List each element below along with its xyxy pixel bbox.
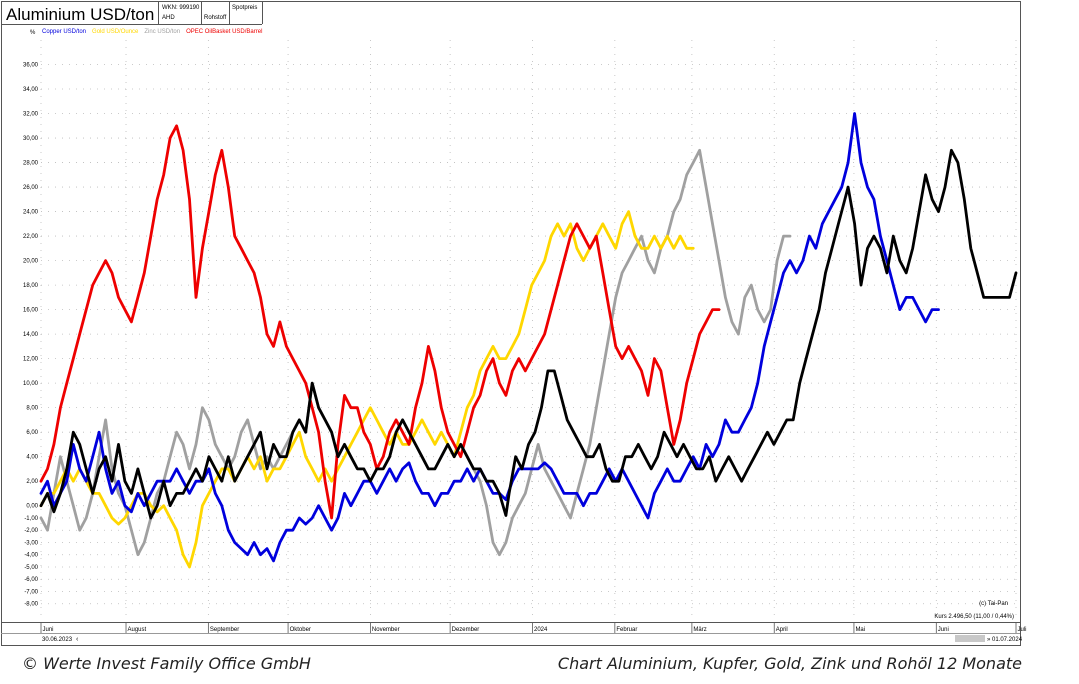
y-tick-label: -6,00 [24,577,38,583]
legend-entry: OPEC OilBasket USD/Barrel [186,29,262,35]
series-line-copper-usd-ton [39,112,940,563]
y-tick-label: 32,00 [23,112,39,118]
y-tick-label: 36,00 [23,63,39,69]
y-tick-label: 28,00 [23,161,39,167]
y-tick-label: 4,00 [26,455,38,461]
y-tick-label: -4,00 [24,553,38,559]
y-tick-label: 2,00 [26,479,38,485]
x-tick-label: September [210,627,239,633]
chart-title: Aluminium USD/ton [6,5,154,24]
symbol-label: AHD [162,15,175,21]
y-tick-label: 18,00 [23,283,39,289]
y-tick-label: 26,00 [23,185,39,191]
series-group [39,112,1018,569]
wkn-label: WKN: 999190 [162,5,200,11]
legend: Copper USD/ton Gold USD/Ounce Zinc USD/ton… [42,29,262,35]
y-tick-label: -7,00 [24,589,38,595]
date-start-label: 30.06.2023 [42,637,73,643]
scroll-left-arrow[interactable]: ‹ [76,636,79,643]
y-tick-label: 30,00 [23,136,39,142]
x-tick-label: Mai [855,627,865,633]
y-tick-label: 16,00 [23,308,39,314]
y-tick-label: 10,00 [23,381,39,387]
y-tick-label: -3,00 [24,540,38,546]
x-tick-label: Dezember [452,627,480,633]
y-tick-label: 6,00 [26,430,38,436]
x-tick-label: Juli [1018,627,1027,633]
y-tick-label: 14,00 [23,332,39,338]
footer-copyright: © Werte Invest Family Office GmbH [22,654,311,673]
series-line-opec-oilbasket-usd-barrel [39,124,721,520]
y-tick-label: 8,00 [26,406,38,412]
y-tick-label: 0,00 [26,504,38,510]
x-tick-label: 2024 [534,627,548,633]
x-tick-label: Juni [43,627,54,633]
type-label: Rohstoff [204,15,227,21]
copyright-label: (c) Tai-Pan [979,601,1008,607]
x-tick-label: Juni [938,627,949,633]
y-tick-label: -8,00 [24,602,38,608]
y-tick-label: 34,00 [23,87,39,93]
x-tick-label: Oktober [290,627,311,633]
y-axis-unit: % [30,30,36,36]
price-type-label: Spotpreis [232,5,257,11]
y-tick-label: -2,00 [24,528,38,534]
footer-caption: Chart Aluminium, Kupfer, Gold, Zink und … [557,654,1022,673]
y-tick-label: 12,00 [23,357,39,363]
y-tick-label: 24,00 [23,210,39,216]
chart-border [1,1,1021,646]
series-line-zinc-usd-ton [39,148,792,557]
date-end-label[interactable]: » 01.07.2024 [987,637,1023,643]
y-tick-label: 20,00 [23,259,39,265]
y-axis: 36,00 34,00 32,00 30,00 28,00 26,00 24,00 22,00… [23,63,39,608]
grid [40,40,1017,616]
x-tick-label: November [372,627,400,633]
legend-entry: Zinc USD/ton [144,29,180,35]
series-line-gold-usd-ounce [39,210,695,569]
x-tick-label: April [776,627,788,633]
x-tick-label: August [128,627,147,633]
y-tick-label: -1,00 [24,516,38,522]
y-tick-label: -5,00 [24,565,38,571]
legend-entry: Copper USD/ton [42,29,86,35]
series-line-aluminium-usd-ton [39,148,1018,520]
scrollbar-thumb[interactable] [955,635,985,642]
legend-entry: Gold USD/Ounce [92,29,139,35]
last-price-label: Kurs 2.496,50 (11,00 / 0,44%) [934,614,1014,620]
x-tick-label: Februar [616,627,637,633]
y-tick-label: 22,00 [23,234,39,240]
x-axis: Juni August September Oktober November Dezemb… [40,623,1027,633]
x-tick-label: März [693,627,706,633]
